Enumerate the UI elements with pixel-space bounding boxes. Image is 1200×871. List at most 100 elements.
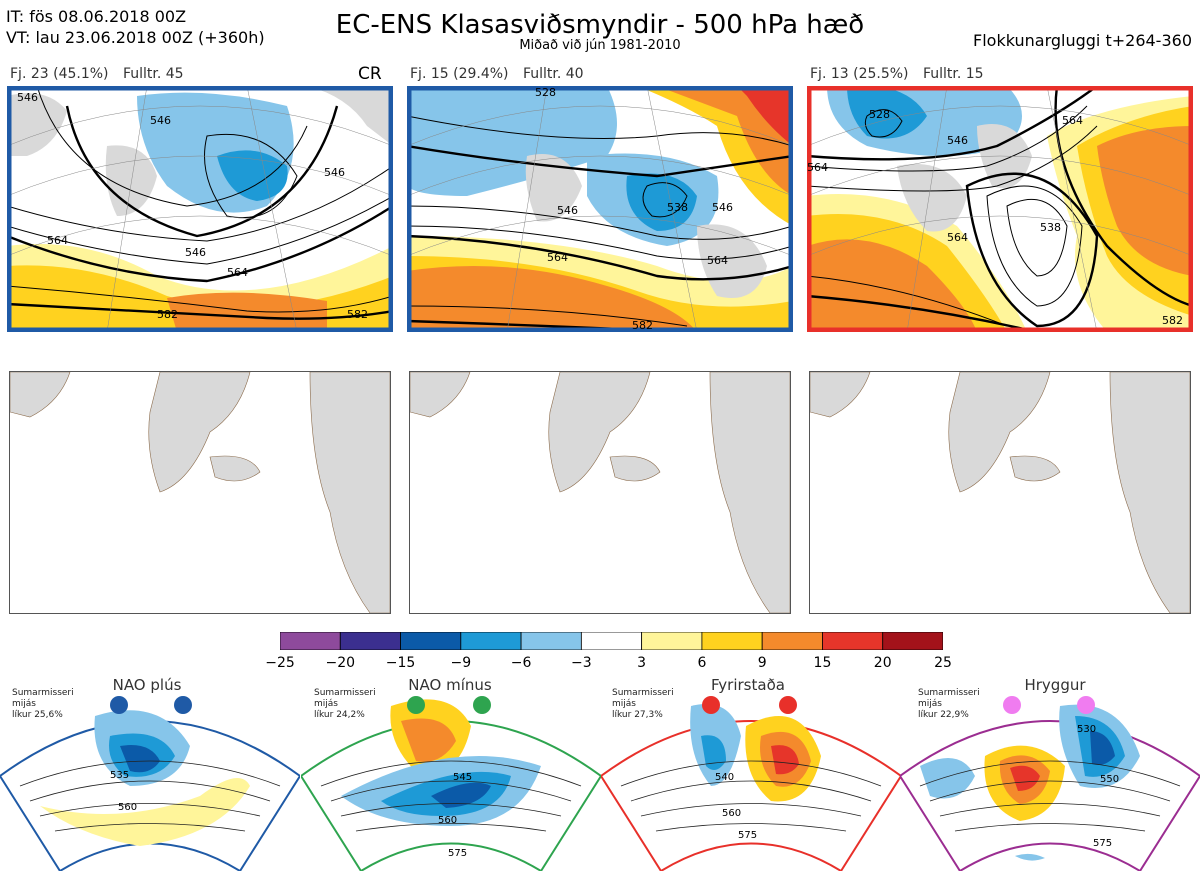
regime-4-season: Sumarmisseri	[918, 688, 980, 698]
regime-2-season: Sumarmisseri	[314, 688, 376, 698]
regime-1-avg: mijás	[12, 699, 36, 709]
p3-label-4: 564	[947, 231, 968, 244]
regime-4-title: Hryggur	[1024, 676, 1086, 694]
regime-4-label-c: 575	[1093, 838, 1113, 849]
colorbar-tick-label: 6	[697, 655, 707, 671]
p2-label-7: 582	[632, 319, 653, 332]
colorbar-swatch	[822, 632, 884, 650]
regime-2-label-b: 560	[438, 815, 458, 826]
regime-4-avg: mijás	[918, 699, 942, 709]
cluster-2-fj: Fj. 15 (29.4%)	[410, 66, 509, 82]
colorbar-tick-label: 20	[873, 655, 892, 671]
regime-3-season: Sumarmisseri	[612, 688, 674, 698]
cluster-3-map: 528 546 564 564 538 564 582	[807, 86, 1193, 332]
colorbar-swatch	[761, 632, 823, 650]
p2-label-5: 564	[547, 251, 568, 264]
p1-label-3: 564	[227, 266, 248, 279]
regime-3-label-c: 575	[738, 830, 758, 841]
p1-label-5: 564	[47, 234, 68, 247]
regime-4-info: Sumarmisseri mijás líkur 22,9%	[918, 688, 980, 721]
colorbar-tick-label: −20	[325, 655, 356, 671]
colorbar-swatch	[701, 632, 763, 650]
regime-3-avg: mijás	[612, 699, 636, 709]
regime-2-info: Sumarmisseri mijás líkur 24,2%	[314, 688, 376, 721]
p3-label-5: 538	[1040, 221, 1061, 234]
regime-2-label-c: 575	[448, 848, 468, 859]
colorbar-swatch	[520, 632, 582, 650]
colorbar-swatch	[339, 632, 401, 650]
colorbar-tick-label: 25	[934, 655, 952, 671]
p3-label-2: 546	[947, 134, 968, 147]
cluster-1-fulltr: Fulltr. 45	[122, 66, 184, 82]
colorbar-tick-label: 3	[637, 655, 647, 671]
valid-time: VT: lau 23.06.2018 00Z (+360h)	[6, 28, 265, 47]
regime-3-label-a: 540	[715, 772, 735, 783]
regime-2-prob: líkur 24,2%	[314, 710, 365, 720]
page-title: EC-ENS Klasasviðsmyndir - 500 hPa hæð	[335, 10, 865, 40]
regime-1-title: NAO plús	[112, 676, 182, 694]
regime-4-label-a: 530	[1077, 724, 1097, 735]
colorbar	[280, 632, 943, 650]
p2-label-4: 538	[667, 201, 688, 214]
colorbar-tick-label: −6	[510, 655, 532, 671]
cluster-2-map: 528 546 546 538 564 564 582	[407, 86, 793, 332]
header-info: IT: fös 08.06.2018 00Z VT: lau 23.06.201…	[6, 6, 265, 48]
regime-1-season: Sumarmisseri	[12, 688, 74, 698]
regime-3-map	[601, 696, 901, 871]
p2-label-2: 546	[557, 204, 578, 217]
regime-2-title: NAO mínus	[408, 676, 492, 694]
regime-2-label-a: 545	[453, 772, 473, 783]
cluster-3-fj: Fj. 13 (25.5%)	[810, 66, 909, 82]
cluster-1-label: Fj. 23 (45.1%) Fulltr. 45	[10, 66, 194, 82]
regime-3-label-b: 560	[722, 808, 742, 819]
regime-4-label-b: 550	[1100, 774, 1120, 785]
p3-label-6: 564	[807, 161, 828, 174]
regime-2-avg: mijás	[314, 699, 338, 709]
cluster-1-fj: Fj. 23 (45.1%)	[10, 66, 109, 82]
initial-time: IT: fös 08.06.2018 00Z	[6, 7, 187, 26]
regime-2-map	[301, 696, 601, 871]
p3-label-7: 582	[1162, 314, 1183, 327]
p1-label-7: 582	[347, 308, 368, 321]
cluster-2-fulltr: Fulltr. 40	[522, 66, 584, 82]
regime-3-title: Fyrirstaða	[711, 676, 785, 694]
base-map-2	[409, 371, 791, 614]
colorbar-swatch	[580, 632, 643, 650]
page-subtitle: Miðað við jún 1981-2010	[519, 38, 681, 53]
p1-label-6: 582	[157, 308, 178, 321]
cluster-2-label: Fj. 15 (29.4%) Fulltr. 40	[410, 66, 594, 82]
regime-3-prob: líkur 27,3%	[612, 710, 663, 720]
colorbar-swatch	[882, 632, 943, 650]
p2-label-1: 528	[535, 86, 556, 99]
p3-label-3: 564	[1062, 114, 1083, 127]
cluster-1-map: 546 546 564 546 564 582 582 546	[7, 86, 393, 332]
colorbar-swatch	[460, 632, 522, 650]
colorbar-tick-label: −15	[385, 655, 416, 671]
regime-1-info: Sumarmisseri mijás líkur 25,6%	[12, 688, 74, 721]
colorbar-tick-label: −3	[571, 655, 592, 671]
colorbar-swatch	[280, 632, 341, 650]
colorbar-tick-label: 15	[813, 655, 832, 671]
colorbar-tick-label: −25	[265, 655, 295, 671]
p1-label-1: 546	[150, 114, 171, 127]
p1-label-4: 546	[324, 166, 345, 179]
p3-label-1: 528	[869, 108, 890, 121]
p2-label-3: 546	[712, 201, 733, 214]
classification-window: Flokkunargluggi t+264-360	[973, 31, 1192, 50]
colorbar-swatch	[641, 632, 703, 650]
p1-label-2: 546	[185, 246, 206, 259]
colorbar-tick-label: 9	[757, 655, 767, 671]
regime-1-prob: líkur 25,6%	[12, 710, 63, 720]
cluster-1-tag: CR	[358, 64, 382, 84]
p1-label-8: 546	[17, 91, 38, 104]
regime-4-prob: líkur 22,9%	[918, 710, 969, 720]
regime-1-label-b: 560	[118, 802, 138, 813]
regime-1-map	[0, 696, 300, 871]
colorbar-tick-label: −9	[450, 655, 472, 671]
p2-label-6: 564	[707, 254, 728, 267]
cluster-3-label: Fj. 13 (25.5%) Fulltr. 15	[810, 66, 994, 82]
regime-4-map	[900, 696, 1200, 871]
base-map-3	[809, 371, 1191, 614]
cluster-3-fulltr: Fulltr. 15	[922, 66, 984, 82]
colorbar-swatch	[400, 632, 462, 650]
